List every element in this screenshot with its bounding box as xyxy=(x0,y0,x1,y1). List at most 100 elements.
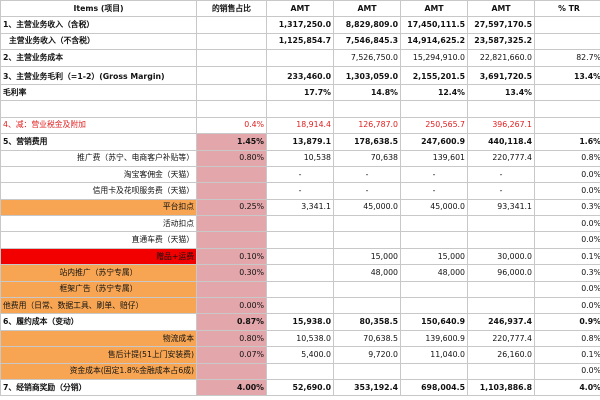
amt-cell[interactable] xyxy=(400,297,468,315)
share-cell[interactable]: 0.00% xyxy=(196,297,267,315)
row-label[interactable]: 推广费（苏宁、电商客户补贴等） xyxy=(0,149,197,167)
header-tr[interactable]: % TR xyxy=(534,0,600,18)
amt-cell[interactable] xyxy=(467,100,535,118)
amt-cell[interactable]: - xyxy=(400,182,468,200)
amt-cell[interactable]: 10,538 xyxy=(266,149,334,167)
amt-cell[interactable]: 178,638.5 xyxy=(333,133,401,151)
tr-cell[interactable]: 0.0% xyxy=(534,231,600,249)
row-label[interactable]: 活动扣点 xyxy=(0,215,197,233)
amt-cell[interactable]: 48,000 xyxy=(333,264,401,282)
row-label[interactable]: 信用卡及花呗服务费（天猫） xyxy=(0,182,197,200)
amt-cell[interactable]: 139,601 xyxy=(400,149,468,167)
amt-cell[interactable]: 12.4% xyxy=(400,83,468,102)
amt-cell[interactable]: 1,303,059.0 xyxy=(333,65,401,85)
tr-cell[interactable]: 0.1% xyxy=(534,247,600,266)
amt-cell[interactable]: 70,638.5 xyxy=(333,329,401,348)
amt-cell[interactable]: 45,000.0 xyxy=(333,198,401,217)
row-label[interactable]: 框架广告（苏宁专属） xyxy=(0,280,197,299)
amt-cell[interactable]: 3,341.1 xyxy=(266,198,334,217)
amt-cell[interactable]: 353,192.4 xyxy=(333,378,401,397)
tr-cell[interactable] xyxy=(534,16,600,34)
share-cell[interactable] xyxy=(196,182,267,200)
amt-cell[interactable] xyxy=(333,297,401,315)
amt-cell[interactable]: 30,000.0 xyxy=(467,247,535,266)
amt-cell[interactable]: 5,400.0 xyxy=(266,346,334,364)
tr-cell[interactable]: 0.0% xyxy=(534,362,600,380)
amt-cell[interactable]: - xyxy=(467,182,535,200)
row-label[interactable]: 资金成本(固定1.8%金融成本占6成) xyxy=(0,362,197,380)
amt-cell[interactable]: - xyxy=(400,165,468,184)
header-amt-2[interactable]: AMT xyxy=(333,0,401,18)
amt-cell[interactable]: 45,000.0 xyxy=(400,198,468,217)
amt-cell[interactable]: 52,690.0 xyxy=(266,378,334,397)
amt-cell[interactable] xyxy=(333,231,401,249)
tr-cell[interactable]: 4.0% xyxy=(534,378,600,397)
row-label[interactable]: 毛利率 xyxy=(0,83,197,102)
amt-cell[interactable] xyxy=(266,297,334,315)
row-label[interactable]: 2、主营业务成本 xyxy=(0,49,197,67)
amt-cell[interactable]: 233,460.0 xyxy=(266,65,334,85)
amt-cell[interactable]: - xyxy=(333,182,401,200)
amt-cell[interactable] xyxy=(266,264,334,282)
row-label[interactable]: 4、减：营业税金及附加 xyxy=(0,116,197,135)
amt-cell[interactable]: 70,638 xyxy=(333,149,401,167)
amt-cell[interactable]: 22,821,660.0 xyxy=(467,49,535,67)
share-cell[interactable] xyxy=(196,165,267,184)
amt-cell[interactable]: 15,294,910.0 xyxy=(400,49,468,67)
amt-cell[interactable]: - xyxy=(467,165,535,184)
share-cell[interactable] xyxy=(196,362,267,380)
share-cell[interactable]: 0.30% xyxy=(196,264,267,282)
amt-cell[interactable]: 396,267.1 xyxy=(467,116,535,135)
header-share[interactable]: 的销售占比 xyxy=(196,0,267,18)
amt-cell[interactable] xyxy=(266,100,334,118)
tr-cell[interactable]: 82.7% xyxy=(534,49,600,67)
row-label[interactable]: 直通车费（天猫） xyxy=(0,231,197,249)
share-cell[interactable]: 0.25% xyxy=(196,198,267,217)
amt-cell[interactable]: 11,040.0 xyxy=(400,346,468,364)
row-label[interactable]: 站内推广（苏宁专属） xyxy=(0,264,197,282)
header-items[interactable]: Items (项目) xyxy=(0,0,197,18)
tr-cell[interactable]: 0.8% xyxy=(534,149,600,167)
amt-cell[interactable] xyxy=(400,280,468,299)
share-cell[interactable]: 0.4% xyxy=(196,116,267,135)
header-amt-1[interactable]: AMT xyxy=(266,0,334,18)
tr-cell[interactable]: 1.6% xyxy=(534,133,600,151)
amt-cell[interactable]: 9,720.0 xyxy=(333,346,401,364)
tr-cell[interactable]: 13.4% xyxy=(534,65,600,85)
amt-cell[interactable]: 48,000 xyxy=(400,264,468,282)
tr-cell[interactable]: 0.9% xyxy=(534,313,600,331)
amt-cell[interactable] xyxy=(400,100,468,118)
share-cell[interactable] xyxy=(196,215,267,233)
row-label[interactable]: 售后计提(51上门安装费) xyxy=(0,346,197,364)
tr-cell[interactable]: 0.0% xyxy=(534,165,600,184)
amt-cell[interactable]: 96,000.0 xyxy=(467,264,535,282)
tr-cell[interactable]: 0.3% xyxy=(534,198,600,217)
amt-cell[interactable]: 1,317,250.0 xyxy=(266,16,334,34)
amt-cell[interactable]: 15,000 xyxy=(333,247,401,266)
amt-cell[interactable]: 1,125,854.7 xyxy=(266,32,334,51)
amt-cell[interactable]: 10,538.0 xyxy=(266,329,334,348)
tr-cell[interactable]: 0.8% xyxy=(534,329,600,348)
header-amt-3[interactable]: AMT xyxy=(400,0,468,18)
amt-cell[interactable]: 23,587,325.2 xyxy=(467,32,535,51)
amt-cell[interactable]: 17.7% xyxy=(266,83,334,102)
amt-cell[interactable]: 440,118.4 xyxy=(467,133,535,151)
row-label[interactable] xyxy=(0,100,197,118)
amt-cell[interactable]: - xyxy=(266,182,334,200)
share-cell[interactable] xyxy=(196,65,267,85)
amt-cell[interactable] xyxy=(467,215,535,233)
tr-cell[interactable]: 0.0% xyxy=(534,280,600,299)
amt-cell[interactable]: 139,600.9 xyxy=(400,329,468,348)
amt-cell[interactable] xyxy=(266,215,334,233)
amt-cell[interactable]: 246,937.4 xyxy=(467,313,535,331)
tr-cell[interactable]: 0.1% xyxy=(534,346,600,364)
amt-cell[interactable] xyxy=(467,362,535,380)
amt-cell[interactable] xyxy=(266,247,334,266)
amt-cell[interactable]: - xyxy=(333,165,401,184)
amt-cell[interactable] xyxy=(333,100,401,118)
amt-cell[interactable]: 80,358.5 xyxy=(333,313,401,331)
row-label[interactable]: 他费用（日常、数据工具、刷单、赔仔） xyxy=(0,297,197,315)
amt-cell[interactable] xyxy=(400,362,468,380)
amt-cell[interactable]: 8,829,809.0 xyxy=(333,16,401,34)
amt-cell[interactable] xyxy=(266,49,334,67)
